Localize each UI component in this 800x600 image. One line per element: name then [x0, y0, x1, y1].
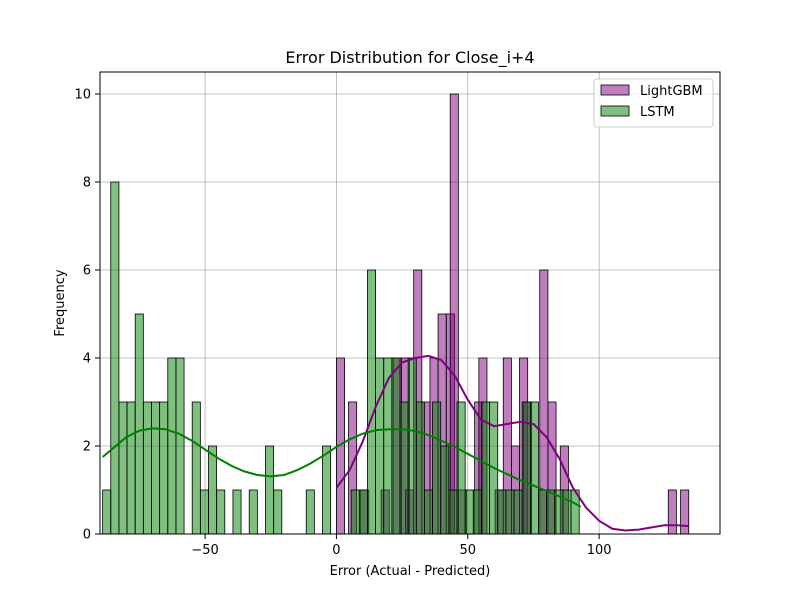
x-tick-label: −50: [191, 543, 218, 558]
bar-lstm: [497, 489, 507, 535]
x-axis-label: Error (Actual - Predicted): [330, 564, 491, 579]
bar-lstm: [110, 181, 120, 535]
bar-lstm: [464, 489, 474, 535]
bar-lstm: [305, 489, 315, 535]
bar-lstm: [367, 269, 376, 535]
plot-frame: [99, 71, 721, 535]
legend-label-lstm: LSTM: [640, 105, 675, 120]
bar-lstm: [142, 401, 152, 535]
axis-ticks: −50 0 50 100 0 2 4 6 8 10: [74, 88, 611, 559]
bar-lstm: [248, 489, 258, 535]
legend: LightGBM LSTM: [593, 78, 714, 128]
bar-lstm: [175, 357, 185, 535]
y-tick-label: 2: [83, 440, 91, 455]
bar-lstm: [513, 489, 523, 535]
bar-lstm: [399, 401, 409, 535]
bar-lstm: [440, 445, 450, 535]
legend-swatch-lstm: [600, 105, 630, 117]
bar-lstm: [562, 489, 572, 535]
bar-lightgbm: [667, 489, 677, 535]
kde-curves: [101, 354, 689, 532]
legend-swatch-lightgbm: [600, 84, 630, 96]
bar-lstm: [151, 401, 161, 535]
x-tick-label: 50: [460, 543, 477, 558]
bar-lstm: [118, 401, 128, 535]
bar-lstm: [159, 401, 169, 535]
bar-lstm: [191, 401, 201, 535]
bar-lstm: [505, 489, 515, 535]
bar-lstm: [529, 401, 539, 535]
bar-lstm: [546, 489, 556, 535]
bar-lstm: [199, 489, 209, 535]
bar-lstm: [102, 489, 112, 535]
chart-title: Error Distribution for Close_i+4: [285, 48, 534, 68]
y-tick-label: 4: [83, 352, 91, 367]
bar-lstm: [216, 489, 226, 535]
bar-lstm: [472, 489, 482, 535]
bar-lstm: [134, 313, 144, 535]
y-axis-label: Frequency: [53, 269, 68, 336]
bar-lightgbm: [680, 489, 690, 535]
bar-lstm: [273, 489, 283, 535]
bar-lstm: [407, 357, 417, 535]
bar-lstm: [126, 401, 136, 535]
bar-lstm: [375, 357, 385, 535]
bar-lstm: [424, 489, 433, 535]
y-tick-label: 10: [74, 88, 91, 103]
y-tick-label: 8: [83, 176, 91, 191]
bar-lstm: [432, 401, 442, 535]
y-tick-label: 6: [83, 264, 91, 279]
bar-lstm: [265, 445, 275, 535]
bar-lstm: [232, 489, 242, 535]
bar-lstm: [350, 489, 360, 535]
legend-label-lightgbm: LightGBM: [640, 84, 703, 99]
y-tick-label: 0: [83, 528, 91, 543]
bar-lstm: [167, 357, 177, 535]
bar-lstm: [358, 489, 368, 535]
bar-lstm: [208, 445, 218, 535]
bar-lstm: [322, 445, 332, 535]
kde-line-lightgbm: [335, 354, 689, 532]
bar-lstm: [456, 401, 466, 535]
bar-lstm: [391, 357, 401, 535]
x-tick-label: 0: [332, 543, 340, 558]
kde-line-lstm: [101, 427, 582, 508]
bar-lstm: [415, 401, 425, 535]
x-tick-label: 100: [587, 543, 612, 558]
bar-lstm: [448, 489, 458, 535]
bar-lstm: [538, 489, 548, 535]
